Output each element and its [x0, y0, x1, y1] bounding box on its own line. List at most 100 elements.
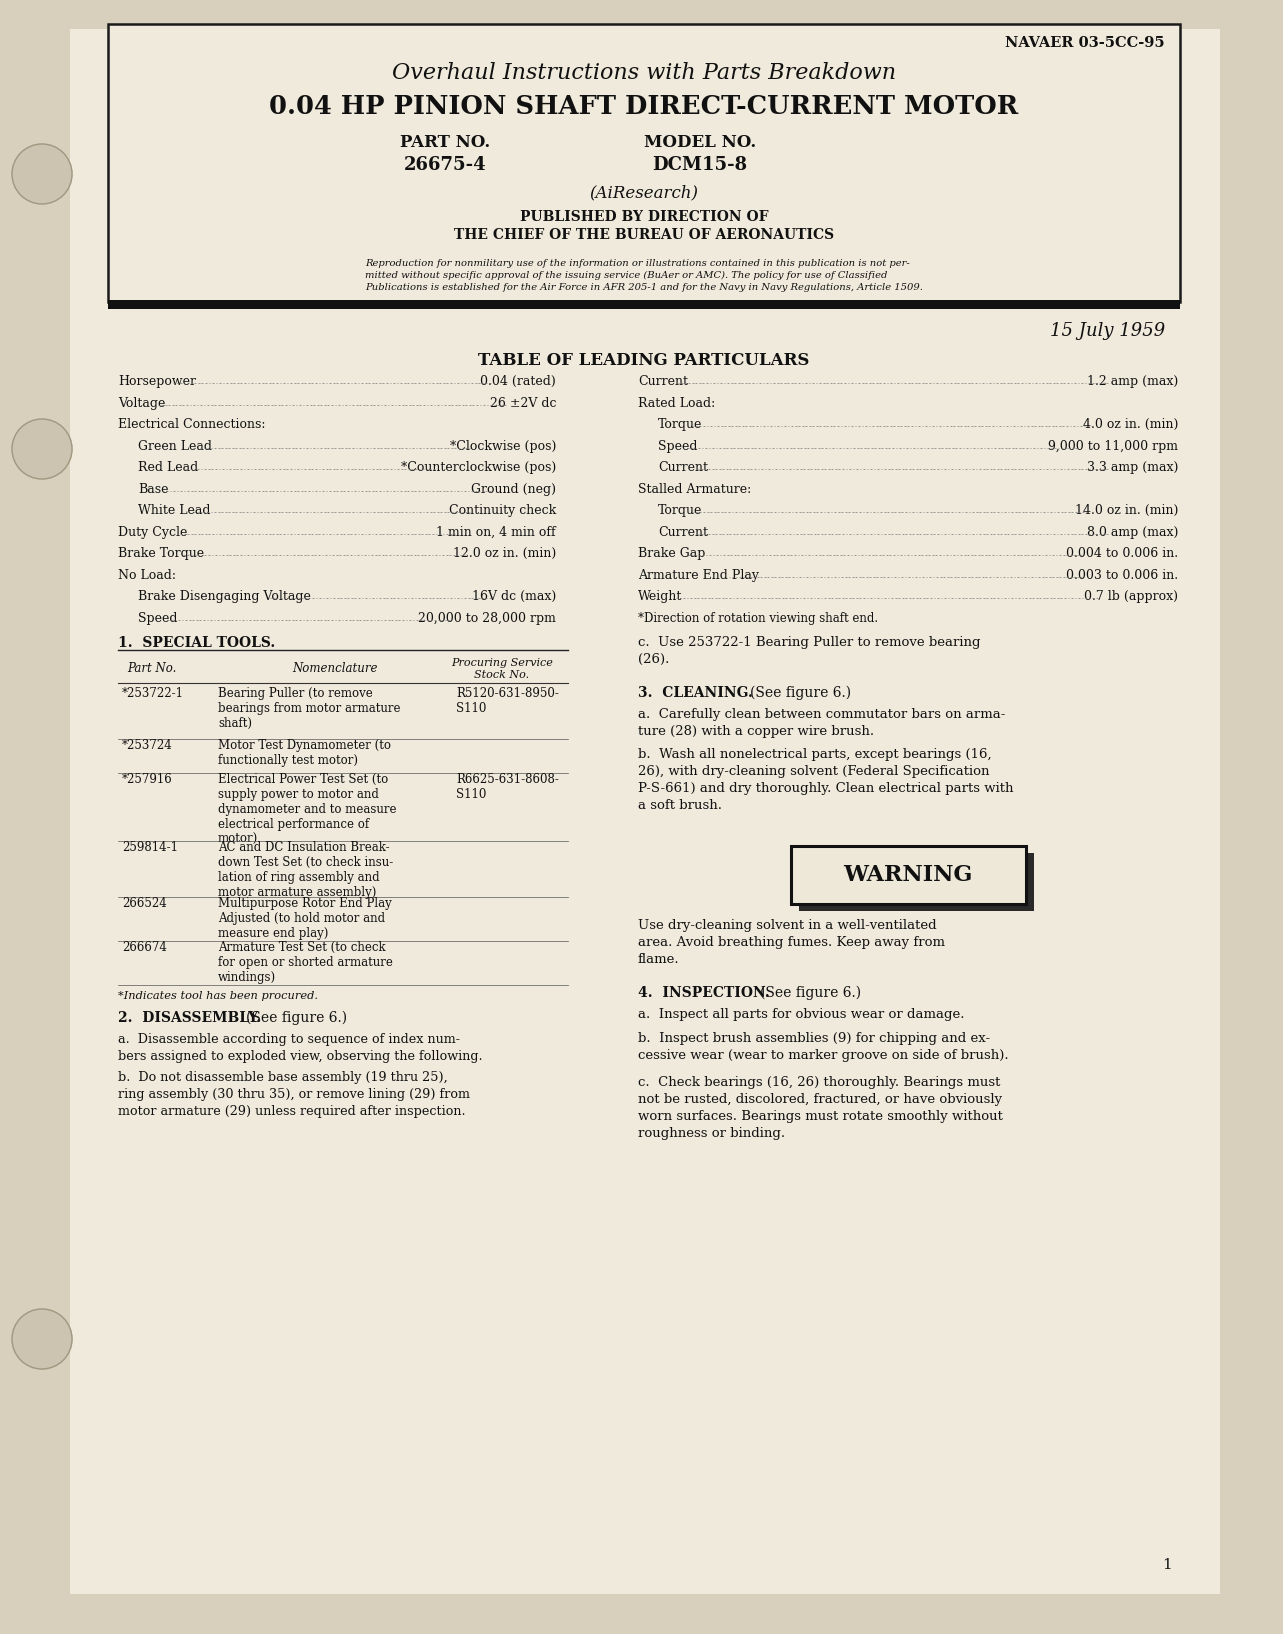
Text: 26675-4: 26675-4 — [404, 155, 486, 173]
Text: 1: 1 — [1162, 1557, 1171, 1572]
Text: *Clockwise (pos): *Clockwise (pos) — [449, 440, 556, 453]
Text: b.  Wash all nonelectrical parts, except bearings (16,
26), with dry-cleaning so: b. Wash all nonelectrical parts, except … — [638, 748, 1014, 812]
Text: 3.  CLEANING.: 3. CLEANING. — [638, 686, 753, 699]
Bar — [108, 25, 1180, 302]
Text: Use dry-cleaning solvent in a well-ventilated
area. Avoid breathing fumes. Keep : Use dry-cleaning solvent in a well-venti… — [638, 918, 946, 966]
Text: 1.2 amp (max): 1.2 amp (max) — [1087, 374, 1178, 387]
Text: c.  Check bearings (16, 26) thoroughly. Bearings must
not be rusted, discolored,: c. Check bearings (16, 26) thoroughly. B… — [638, 1077, 1003, 1141]
Text: Torque: Torque — [658, 503, 702, 516]
Text: Current: Current — [638, 374, 688, 387]
Text: 1 min on, 4 min off: 1 min on, 4 min off — [436, 526, 556, 539]
Text: Overhaul Instructions with Parts Breakdown: Overhaul Instructions with Parts Breakdo… — [391, 62, 896, 83]
Text: Speed: Speed — [658, 440, 698, 453]
Circle shape — [12, 1309, 72, 1369]
Text: (See figure 6.): (See figure 6.) — [760, 985, 861, 1000]
Text: a.  Carefully clean between commutator bars on arma-
ture (28) with a copper wir: a. Carefully clean between commutator ba… — [638, 708, 1006, 739]
Text: Nomenclature: Nomenclature — [293, 662, 377, 675]
Text: NAVAER 03-5CC-95: NAVAER 03-5CC-95 — [1006, 36, 1165, 51]
Text: Electrical Power Test Set (to
supply power to motor and
dynamometer and to measu: Electrical Power Test Set (to supply pow… — [218, 773, 396, 846]
Text: 16V dc (max): 16V dc (max) — [472, 590, 556, 603]
Text: Reproduction for nonmilitary use of the information or illustrations contained i: Reproduction for nonmilitary use of the … — [366, 260, 922, 292]
Text: Bearing Puller (to remove
bearings from motor armature
shaft): Bearing Puller (to remove bearings from … — [218, 686, 400, 730]
Text: Procuring Service: Procuring Service — [452, 659, 553, 668]
Text: *253722-1: *253722-1 — [122, 686, 183, 699]
Bar — [798, 853, 1034, 912]
Text: Brake Torque: Brake Torque — [118, 547, 204, 560]
Text: 8.0 amp (max): 8.0 amp (max) — [1087, 526, 1178, 539]
Text: Continuity check: Continuity check — [449, 503, 556, 516]
Text: Rated Load:: Rated Load: — [638, 397, 715, 410]
Text: 0.7 lb (approx): 0.7 lb (approx) — [1084, 590, 1178, 603]
Text: 0.003 to 0.006 in.: 0.003 to 0.006 in. — [1066, 569, 1178, 582]
Text: b.  Do not disassemble base assembly (19 thru 25),
ring assembly (30 thru 35), o: b. Do not disassemble base assembly (19 … — [118, 1070, 470, 1118]
Text: Torque: Torque — [658, 418, 702, 431]
Text: 259814-1: 259814-1 — [122, 842, 178, 855]
Text: *257916: *257916 — [122, 773, 173, 786]
Text: Current: Current — [658, 461, 708, 474]
Circle shape — [12, 144, 72, 204]
Text: 9,000 to 11,000 rpm: 9,000 to 11,000 rpm — [1048, 440, 1178, 453]
Text: 20,000 to 28,000 rpm: 20,000 to 28,000 rpm — [418, 611, 556, 624]
Text: Current: Current — [658, 526, 708, 539]
Text: 12.0 oz in. (min): 12.0 oz in. (min) — [453, 547, 556, 560]
Text: (See figure 6.): (See figure 6.) — [751, 686, 851, 701]
Text: 14.0 oz in. (min): 14.0 oz in. (min) — [1075, 503, 1178, 516]
Text: 26 ±2V dc: 26 ±2V dc — [490, 397, 556, 410]
Text: Brake Disengaging Voltage: Brake Disengaging Voltage — [139, 590, 310, 603]
Text: R5120-631-8950-
S110: R5120-631-8950- S110 — [455, 686, 559, 716]
Text: Red Lead: Red Lead — [139, 461, 199, 474]
Text: 0.04 HP PINION SHAFT DIRECT-CURRENT MOTOR: 0.04 HP PINION SHAFT DIRECT-CURRENT MOTO… — [269, 95, 1019, 119]
Text: 4.  INSPECTION.: 4. INSPECTION. — [638, 985, 770, 1000]
Bar — [108, 301, 1180, 309]
Text: No Load:: No Load: — [118, 569, 176, 582]
Text: Electrical Connections:: Electrical Connections: — [118, 418, 266, 431]
Text: DCM15-8: DCM15-8 — [653, 155, 748, 173]
Text: *253724: *253724 — [122, 739, 173, 752]
Text: *Counterclockwise (pos): *Counterclockwise (pos) — [400, 461, 556, 474]
Text: Green Lead: Green Lead — [139, 440, 212, 453]
Circle shape — [12, 418, 72, 479]
Text: PART NO.: PART NO. — [400, 134, 490, 150]
Text: (AiResearch): (AiResearch) — [589, 185, 698, 201]
Text: Multipurpose Rotor End Play
Adjusted (to hold motor and
measure end play): Multipurpose Rotor End Play Adjusted (to… — [218, 897, 391, 940]
Text: WARNING: WARNING — [843, 864, 973, 886]
Text: Stalled Armature:: Stalled Armature: — [638, 482, 752, 495]
Text: Voltage: Voltage — [118, 397, 166, 410]
Text: 1.  SPECIAL TOOLS.: 1. SPECIAL TOOLS. — [118, 636, 276, 650]
Text: Speed: Speed — [139, 611, 177, 624]
Text: R6625-631-8608-
S110: R6625-631-8608- S110 — [455, 773, 559, 801]
Text: AC and DC Insulation Break-
down Test Set (to check insu-
lation of ring assembl: AC and DC Insulation Break- down Test Se… — [218, 842, 394, 899]
Text: Base: Base — [139, 482, 168, 495]
Text: 266524: 266524 — [122, 897, 167, 910]
Text: 0.04 (rated): 0.04 (rated) — [480, 374, 556, 387]
Text: White Lead: White Lead — [139, 503, 210, 516]
Text: *Direction of rotation viewing shaft end.: *Direction of rotation viewing shaft end… — [638, 613, 878, 624]
Text: a.  Inspect all parts for obvious wear or damage.: a. Inspect all parts for obvious wear or… — [638, 1008, 965, 1021]
Text: *Indicates tool has been procured.: *Indicates tool has been procured. — [118, 990, 318, 1002]
Text: c.  Use 253722-1 Bearing Puller to remove bearing
(26).: c. Use 253722-1 Bearing Puller to remove… — [638, 636, 980, 667]
Text: Armature End Play: Armature End Play — [638, 569, 760, 582]
Bar — [790, 846, 1025, 904]
Text: b.  Inspect brush assemblies (9) for chipping and ex-
cessive wear (wear to mark: b. Inspect brush assemblies (9) for chip… — [638, 1033, 1008, 1062]
Bar — [71, 29, 1220, 1595]
Text: Armature Test Set (to check
for open or shorted armature
windings): Armature Test Set (to check for open or … — [218, 941, 393, 984]
Text: Part No.: Part No. — [127, 662, 177, 675]
Text: Brake Gap: Brake Gap — [638, 547, 706, 560]
Text: Weight: Weight — [638, 590, 683, 603]
Text: THE CHIEF OF THE BUREAU OF AERONAUTICS: THE CHIEF OF THE BUREAU OF AERONAUTICS — [454, 229, 834, 242]
Text: 3.3 amp (max): 3.3 amp (max) — [1087, 461, 1178, 474]
Text: PUBLISHED BY DIRECTION OF: PUBLISHED BY DIRECTION OF — [520, 211, 769, 224]
Text: TABLE OF LEADING PARTICULARS: TABLE OF LEADING PARTICULARS — [479, 351, 810, 369]
Text: Duty Cycle: Duty Cycle — [118, 526, 187, 539]
Text: 2.  DISASSEMBLY.: 2. DISASSEMBLY. — [118, 1011, 262, 1025]
Text: MODEL NO.: MODEL NO. — [644, 134, 756, 150]
Text: Ground (neg): Ground (neg) — [471, 482, 556, 495]
Text: 266674: 266674 — [122, 941, 167, 954]
Text: (See figure 6.): (See figure 6.) — [246, 1011, 348, 1026]
Text: Horsepower: Horsepower — [118, 374, 196, 387]
Text: Stock No.: Stock No. — [475, 670, 530, 680]
Text: a.  Disassemble according to sequence of index num-
bers assigned to exploded vi: a. Disassemble according to sequence of … — [118, 1033, 482, 1064]
Text: Motor Test Dynamometer (to
functionally test motor): Motor Test Dynamometer (to functionally … — [218, 739, 391, 766]
Text: 4.0 oz in. (min): 4.0 oz in. (min) — [1083, 418, 1178, 431]
Text: 0.004 to 0.006 in.: 0.004 to 0.006 in. — [1066, 547, 1178, 560]
